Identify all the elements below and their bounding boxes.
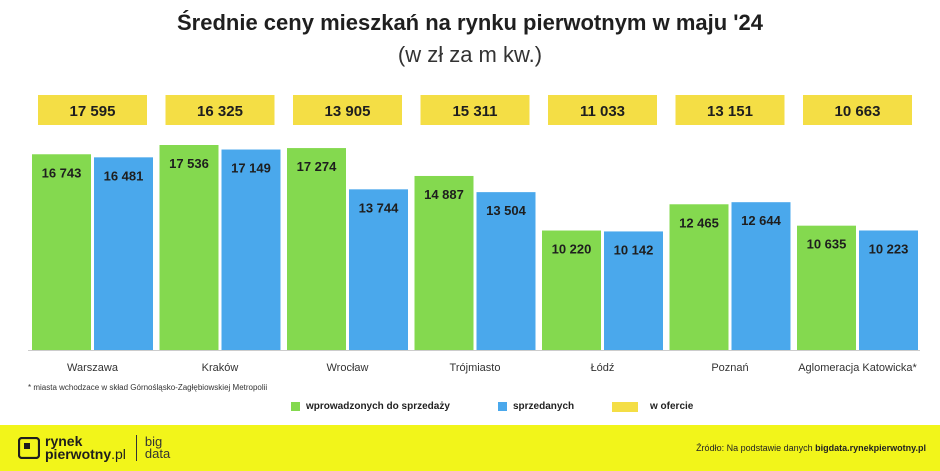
bar-label-introduced-krakow: 17 536: [169, 156, 209, 171]
rynekpierwotny-logo[interactable]: rynek pierwotny.pl big data: [18, 433, 171, 462]
bar-label-sold-krakow: 17 149: [231, 161, 271, 176]
bar-label-introduced-warszawa: 16 743: [42, 165, 82, 180]
bar-introduced-lodz: [542, 230, 601, 350]
legend-item-sold: sprzedanych: [498, 401, 574, 412]
legend-label-sold: sprzedanych: [513, 401, 575, 412]
bar-label-introduced-poznan: 12 465: [679, 215, 719, 230]
offer-label-trojmiasto: 15 311: [452, 103, 497, 120]
bar-label-introduced-lodz: 10 220: [552, 242, 592, 257]
bar-label-sold-aglomeracja-katowicka: 10 223: [869, 241, 909, 256]
offer-label-poznan: 13 151: [707, 103, 753, 120]
offer-box-krakow: [165, 95, 275, 125]
logo-suffix: .pl: [111, 446, 126, 462]
bar-sold-warszawa: [94, 157, 153, 350]
offer-label-aglomeracja-katowicka: 10 663: [835, 103, 881, 120]
category-label-aglomeracja-katowicka: Aglomeracja Katowicka*: [798, 362, 917, 374]
bar-sold-wroclaw: [349, 189, 408, 350]
bar-label-introduced-aglomeracja-katowicka: 10 635: [807, 237, 847, 252]
source-note: Źródło: Na podstawie danych bigdata.ryne…: [696, 443, 926, 453]
offer-box-wroclaw: [293, 95, 402, 125]
bar-label-sold-wroclaw: 13 744: [359, 200, 400, 215]
bar-sold-lodz: [604, 231, 663, 350]
footnote: * miasta wchodzace w skład Górnośląsko-Z…: [28, 383, 268, 392]
legend-swatch-yellow: [612, 401, 638, 412]
offer-label-wroclaw: 13 905: [325, 103, 371, 120]
bar-introduced-aglomeracja-katowicka: [797, 225, 856, 350]
footer-bar: rynek pierwotny.pl big data Źródło: Na p…: [0, 425, 940, 471]
legend-label-offer: w ofercie: [650, 401, 694, 412]
bar-label-sold-poznan: 12 644: [741, 213, 782, 228]
bar-introduced-trojmiasto: [414, 175, 474, 350]
bar-introduced-warszawa: [32, 154, 91, 350]
chart-subtitle: (w zł za m kw.): [397, 42, 543, 67]
logo-text: rynek pierwotny.pl: [45, 433, 126, 462]
category-label-krakow: Kraków: [202, 362, 239, 374]
chart-title: Średnie ceny mieszkań na rynku pierwotny…: [177, 10, 763, 35]
bigdata-line-2: data: [144, 446, 171, 461]
logo-divider: [135, 435, 137, 461]
bar-introduced-wroclaw: [287, 148, 346, 350]
source-prefix: Źródło: Na podstawie danych: [696, 443, 816, 453]
legend-label-introduced: wprowadzonych do sprzedaży: [306, 401, 450, 412]
legend-item-offer: w ofercie: [612, 401, 693, 412]
offer-label-lodz: 11 033: [580, 103, 625, 120]
category-label-lodz: Łódź: [591, 362, 615, 374]
category-label-poznan: Poznań: [711, 362, 748, 374]
bar-label-sold-lodz: 10 142: [614, 242, 654, 257]
logo-line-2: pierwotny: [45, 446, 112, 462]
bigdata-line-1: big: [144, 434, 163, 449]
legend-swatch-blue: [498, 402, 507, 411]
legend-item-introduced: wprowadzonych do sprzedaży: [291, 401, 450, 412]
source-link[interactable]: bigdata.rynekpierwotny.pl: [815, 443, 926, 453]
offer-label-warszawa: 17 595: [70, 103, 116, 120]
category-label-trojmiasto: Trójmiasto: [450, 362, 501, 374]
bar-sold-trojmiasto: [476, 192, 536, 350]
bar-sold-krakow: [221, 149, 281, 350]
bar-introduced-krakow: [159, 145, 219, 350]
bar-sold-poznan: [731, 202, 791, 350]
offer-box-trojmiasto: [420, 95, 530, 125]
bar-label-introduced-trojmiasto: 14 887: [424, 187, 464, 202]
offer-box-warszawa: [38, 95, 147, 125]
offer-label-krakow: 16 325: [197, 103, 243, 120]
bigdata-logo: big data: [144, 434, 171, 461]
bar-introduced-poznan: [669, 204, 729, 350]
bar-label-sold-warszawa: 16 481: [104, 168, 144, 183]
offer-box-poznan: [675, 95, 785, 125]
legend-swatch-green: [291, 402, 300, 411]
category-label-wroclaw: Wrocław: [327, 362, 369, 374]
logo-line-1: rynek: [45, 433, 83, 449]
offer-box-lodz: [548, 95, 657, 125]
offer-box-aglomeracja-katowicka: [803, 95, 912, 125]
logo-mark-icon: [18, 437, 40, 459]
bar-label-sold-trojmiasto: 13 504: [486, 203, 527, 218]
bar-sold-aglomeracja-katowicka: [859, 230, 918, 350]
category-label-warszawa: Warszawa: [67, 362, 119, 374]
bar-label-introduced-wroclaw: 17 274: [297, 159, 338, 174]
legend: wprowadzonych do sprzedaży sprzedanych w…: [0, 401, 940, 419]
bar-chart: 16 743 16 481 17 595 Warszawa 17 536 17 149 16…: [28, 95, 920, 374]
